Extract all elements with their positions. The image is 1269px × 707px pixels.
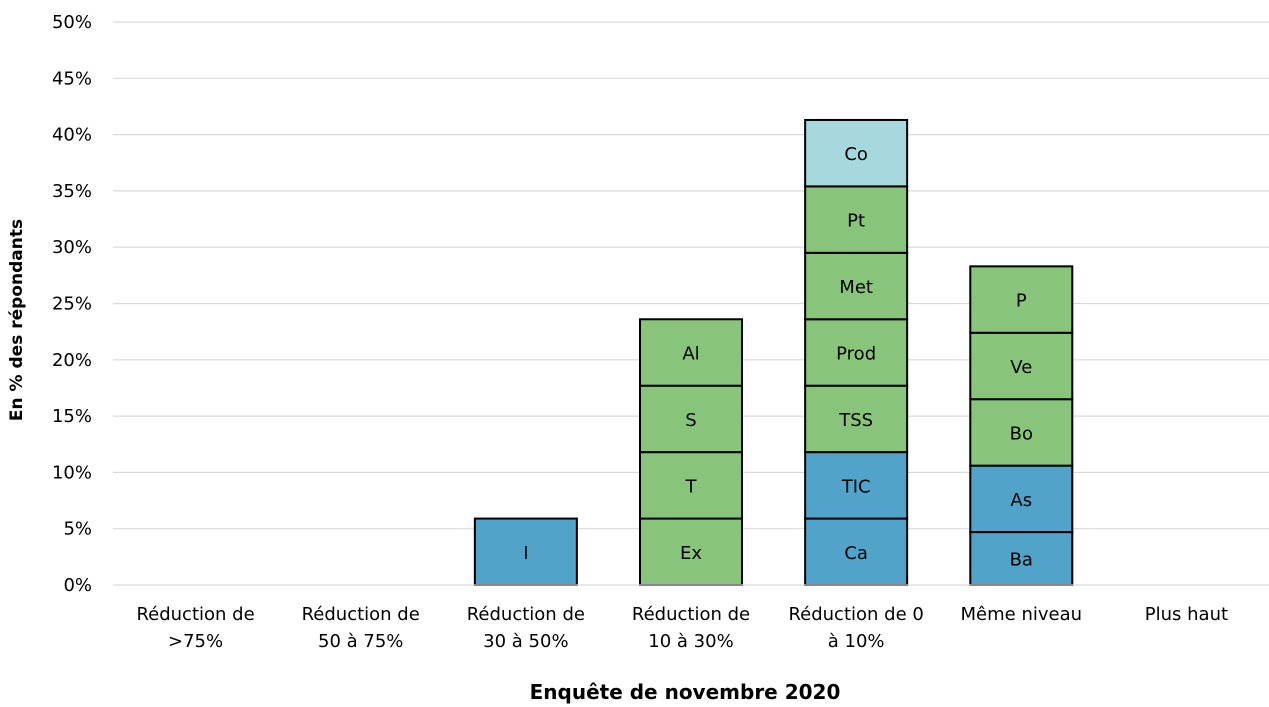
bar-segment [969,331,1074,401]
y-tick-label: 5% [63,519,92,540]
bar-segment-label: Al [682,343,699,364]
x-axis-title: Enquête de novembre 2020 [530,680,841,704]
bar-segment [804,517,909,586]
bar-segment-label: Ex [680,543,702,564]
bar-segment [804,384,909,454]
bar-segment-label: T [685,476,698,497]
bar-segment [804,318,909,387]
bar-segment [969,531,1074,587]
x-category-label: à 10% [828,631,885,652]
y-axis-tick-labels: 0% 5% 10% 15% 20% 25% 30% 35% 40% 45% 50% [52,12,92,596]
x-category-label: 30 à 50% [483,631,568,652]
x-category-label: Plus haut [1145,604,1228,625]
y-tick-label: 35% [52,181,92,202]
y-tick-label: 15% [52,406,92,427]
bar-segment [804,251,909,321]
x-category-label: Réduction de [632,604,750,625]
y-axis-title: En % des répondants [7,219,27,421]
x-category-label: Réduction de [302,604,420,625]
bar-segment [639,318,743,387]
x-category-label: Réduction de 0 [788,604,923,625]
x-category-label: 10 à 30% [648,631,733,652]
gridlines [113,21,1269,530]
bar-segment-label: TIC [841,476,871,497]
y-tick-label: 40% [52,125,92,146]
bar-segment [804,451,909,520]
bar-segment-label: S [685,410,696,431]
bar-segment [804,118,909,188]
y-tick-label: 45% [52,68,92,89]
bar-segment [969,265,1074,334]
x-category-label: 50 à 75% [318,631,403,652]
y-tick-label: 0% [63,575,92,596]
bar-segment-label: Ca [844,543,868,564]
bar-segment [639,451,743,520]
y-tick-label: 25% [52,294,92,315]
y-tick-label: 20% [52,350,92,371]
x-category-label: Même niveau [961,604,1083,625]
bar-segment [473,517,578,586]
y-tick-label: 50% [52,12,92,33]
bars: I Ex T S Al Ca TIC TSS Prod Met Pt Co Ba As Bo Ve P [473,118,1074,587]
bar-segment-label: P [1016,291,1027,312]
bar-segment-label: Bo [1010,423,1033,444]
y-tick-label: 30% [52,237,92,258]
x-category-label: Réduction de [136,604,254,625]
bar-segment [804,185,909,254]
bar-segment-label: Pt [847,211,865,232]
bar-segment-label: I [523,543,528,564]
bar-segment-label: Ba [1010,550,1033,571]
y-tick-label: 10% [52,462,92,483]
x-category-label: Réduction de [467,604,585,625]
bar-segment-label: As [1010,490,1032,511]
bar-segment-label: Co [844,144,868,165]
bar-segment-label: Met [839,277,873,298]
x-category-label: >75% [168,631,223,652]
bar-segment-label: Ve [1010,357,1032,378]
bar-segment-label: Prod [836,343,876,364]
bar-segment-label: TSS [838,410,873,431]
bar-segment [639,384,743,454]
x-axis-category-labels: Réduction de >75% Réduction de 50 à 75% Rédu… [136,604,1228,652]
